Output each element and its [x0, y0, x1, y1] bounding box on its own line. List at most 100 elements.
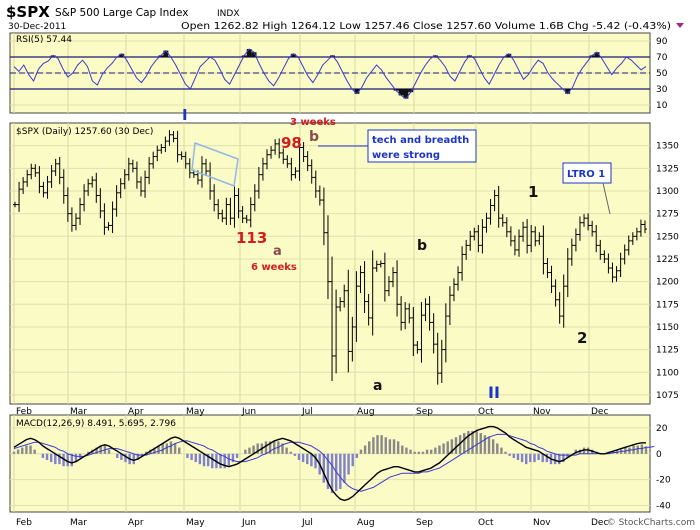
macd-histogram-bar [368, 441, 371, 454]
month-tick-label: Jun [241, 407, 256, 417]
macd-histogram-bar [620, 449, 623, 454]
macd-histogram-bar [471, 431, 474, 454]
wave-label: 98 [281, 134, 302, 152]
rsi-overbought-fill [467, 55, 473, 57]
macd-tick-label: -40 [656, 502, 671, 512]
macd-histogram-bar [66, 453, 69, 467]
wave-label: a [373, 378, 382, 394]
macd-histogram-bar [178, 447, 181, 454]
chevron-down-icon[interactable] [676, 23, 684, 28]
macd-histogram-bar [248, 447, 251, 454]
wave-label: b [309, 129, 319, 145]
ohlc-summary: Open 1262.82 High 1264.12 Low 1257.46 Cl… [181, 21, 671, 32]
wave-label: b [417, 238, 427, 254]
rsi-tick-label: 50 [656, 69, 668, 79]
macd-histogram-bar [529, 453, 532, 463]
macd-histogram-bar [252, 445, 255, 454]
price-tick-label: 1250 [656, 232, 679, 242]
macd-histogram-bar [396, 441, 400, 454]
macd-histogram-bar [124, 453, 127, 463]
rsi-tick-label: 90 [656, 37, 668, 47]
macd-histogram-bar [310, 453, 313, 467]
macd-histogram-bar [326, 453, 330, 489]
macd-histogram-bar [62, 453, 65, 467]
macd-histogram-bar [376, 435, 379, 454]
price-tick-label: 1200 [656, 278, 679, 288]
price-tick-label: 1325 [656, 164, 679, 174]
rsi-overbought-fill [119, 53, 125, 57]
macd-histogram-bar [136, 453, 140, 461]
price-tick-label: 1225 [656, 255, 679, 265]
macd-histogram-bar [628, 447, 631, 454]
month-tick-label: Mar [70, 407, 87, 417]
macd-histogram-bar [54, 453, 57, 465]
macd-histogram-bar [483, 435, 487, 454]
macd-histogram-bar [467, 431, 470, 454]
macd-histogram-bar [347, 453, 350, 475]
macd-histogram-bar [25, 445, 28, 454]
macd-histogram-bar [314, 453, 317, 469]
macd-histogram-bar [322, 453, 326, 483]
macd-histogram-bar [235, 453, 239, 458]
macd-histogram-bar [566, 453, 569, 458]
macd-histogram-bar [289, 451, 292, 454]
macd-histogram-bar [273, 441, 276, 454]
macd-histogram-bar [206, 453, 210, 467]
macd-histogram-bar [161, 443, 164, 454]
macd-histogram-bar [533, 453, 536, 463]
macd-tick-label: -20 [656, 476, 671, 486]
callout-box [367, 129, 477, 163]
month-tick-label: Aug [357, 407, 375, 417]
macd-histogram-bar [58, 453, 61, 465]
callout-box [562, 162, 612, 184]
rsi-oversold-fill [408, 89, 414, 93]
price-tick-label: 1300 [656, 187, 679, 197]
price-tick-label: 1150 [656, 323, 679, 333]
callout-pointer [602, 182, 611, 215]
price-tick-label: 1275 [656, 210, 679, 220]
price-tick-label: 1175 [656, 300, 679, 310]
macd-histogram-bar [95, 447, 98, 454]
month-tick-label: Jul [301, 518, 313, 528]
macd-histogram-bar [454, 437, 458, 454]
macd-tick-label: 0 [656, 450, 662, 460]
macd-histogram-bar [582, 447, 586, 454]
index-name: S&P 500 Large Cap Index [55, 7, 188, 19]
month-tick-label: Nov [533, 518, 551, 528]
wave-label: 3 weeks [290, 117, 336, 128]
macd-histogram-bar [351, 453, 354, 467]
macd-histogram-bar [87, 451, 90, 454]
macd-histogram-bar [363, 445, 367, 454]
macd-histogram-bar [12, 451, 16, 454]
month-tick-label: Mar [70, 518, 87, 528]
macd-histogram-bar [520, 453, 524, 463]
wave-label: a [273, 244, 282, 259]
wave-label: 6 weeks [251, 262, 297, 273]
macd-histogram-bar [516, 453, 520, 461]
rsi-line [13, 48, 647, 100]
month-tick-label: Sep [416, 407, 433, 417]
macd-line [13, 425, 646, 502]
rsi-tick-label: 10 [656, 101, 668, 111]
macd-histogram-bar [116, 453, 119, 458]
macd-histogram-bar [388, 439, 392, 454]
macd-histogram-bar [144, 451, 148, 454]
rsi-oversold-fill [354, 89, 360, 94]
macd-histogram-bar [355, 453, 359, 458]
macd-histogram-bar [231, 453, 235, 463]
macd-histogram-bar [157, 445, 160, 454]
rsi-overbought-fill [432, 55, 438, 57]
macd-histogram-bar [438, 445, 441, 454]
rsi-overbought-fill [251, 52, 257, 57]
macd-histogram-bar [190, 453, 193, 461]
macd-histogram-bar [285, 447, 288, 454]
month-tick-label: Dec [591, 518, 608, 528]
macd-histogram-bar [446, 441, 449, 454]
macd-histogram-bar [70, 453, 74, 467]
month-tick-label: Dec [591, 407, 608, 417]
month-tick-label: Jun [241, 518, 256, 528]
watermark: © StockCharts.com [607, 518, 695, 528]
macd-histogram-bar [268, 441, 272, 454]
wave-label: 113 [236, 229, 267, 247]
macd-histogram-bar [487, 437, 491, 454]
